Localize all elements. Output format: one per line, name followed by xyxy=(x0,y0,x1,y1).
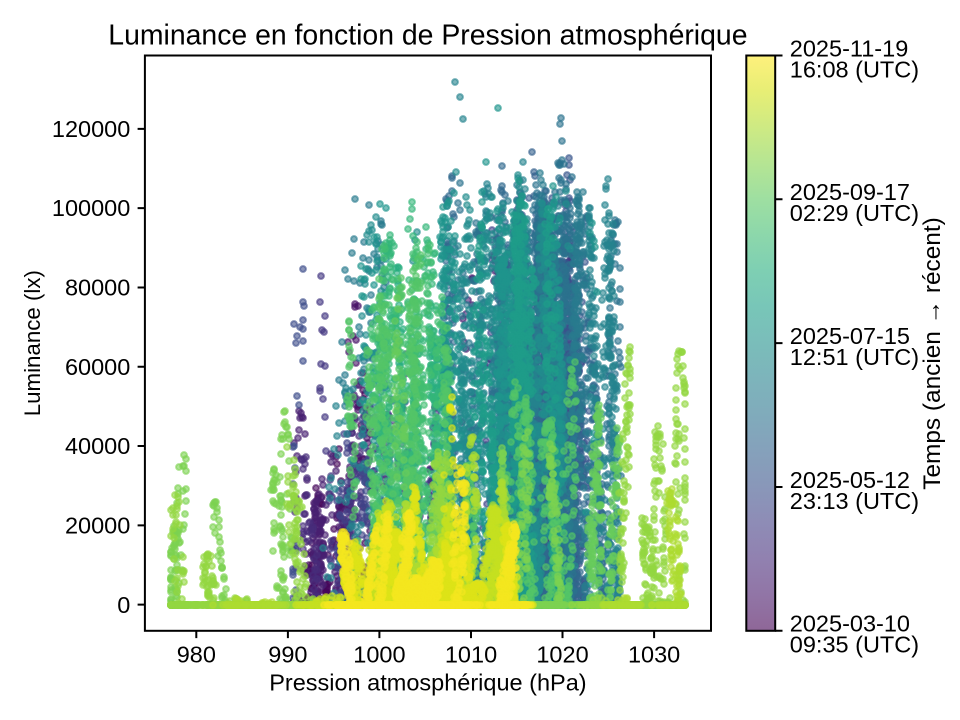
svg-text:Pression atmosphérique (hPa): Pression atmosphérique (hPa) xyxy=(269,670,586,696)
svg-text:Temps (ancien → récent): Temps (ancien → récent) xyxy=(919,217,946,489)
svg-text:990: 990 xyxy=(268,642,307,668)
svg-text:2025-07-15: 2025-07-15 xyxy=(790,323,910,349)
svg-text:100000: 100000 xyxy=(52,195,130,221)
svg-text:Luminance en fonction de Press: Luminance en fonction de Pression atmosp… xyxy=(108,19,747,51)
svg-text:2025-11-19: 2025-11-19 xyxy=(790,35,908,61)
svg-text:80000: 80000 xyxy=(65,275,130,301)
svg-text:60000: 60000 xyxy=(65,354,130,380)
svg-text:980: 980 xyxy=(177,642,216,668)
svg-text:2025-05-12: 2025-05-12 xyxy=(790,467,910,493)
svg-text:02:29 (UTC): 02:29 (UTC) xyxy=(790,200,919,226)
svg-text:1010: 1010 xyxy=(445,642,497,668)
svg-text:1000: 1000 xyxy=(353,642,405,668)
svg-text:1020: 1020 xyxy=(536,642,588,668)
svg-text:40000: 40000 xyxy=(65,433,130,459)
svg-text:23:13 (UTC): 23:13 (UTC) xyxy=(790,488,919,514)
svg-text:0: 0 xyxy=(117,592,130,618)
svg-text:Luminance (lx): Luminance (lx) xyxy=(20,270,45,416)
svg-text:16:08 (UTC): 16:08 (UTC) xyxy=(790,56,919,82)
svg-text:120000: 120000 xyxy=(52,116,130,142)
svg-text:1030: 1030 xyxy=(628,642,680,668)
svg-text:12:51 (UTC): 12:51 (UTC) xyxy=(790,344,919,370)
svg-text:2025-09-17: 2025-09-17 xyxy=(790,179,910,205)
svg-text:20000: 20000 xyxy=(65,512,130,538)
svg-text:2025-03-10: 2025-03-10 xyxy=(790,611,910,637)
svg-text:09:35 (UTC): 09:35 (UTC) xyxy=(790,632,919,658)
